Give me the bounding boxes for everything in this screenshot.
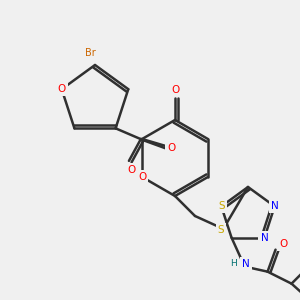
Text: S: S — [218, 201, 225, 211]
Text: O: O — [171, 85, 179, 95]
Text: O: O — [128, 165, 136, 175]
Text: O: O — [279, 239, 288, 249]
Text: H: H — [230, 259, 237, 268]
Text: Br: Br — [85, 48, 95, 58]
Text: N: N — [242, 259, 249, 269]
Text: O: O — [167, 143, 176, 153]
Text: N: N — [261, 233, 268, 243]
Text: N: N — [271, 201, 278, 211]
Text: S: S — [218, 225, 224, 235]
Text: O: O — [138, 172, 146, 182]
Text: O: O — [58, 84, 66, 94]
